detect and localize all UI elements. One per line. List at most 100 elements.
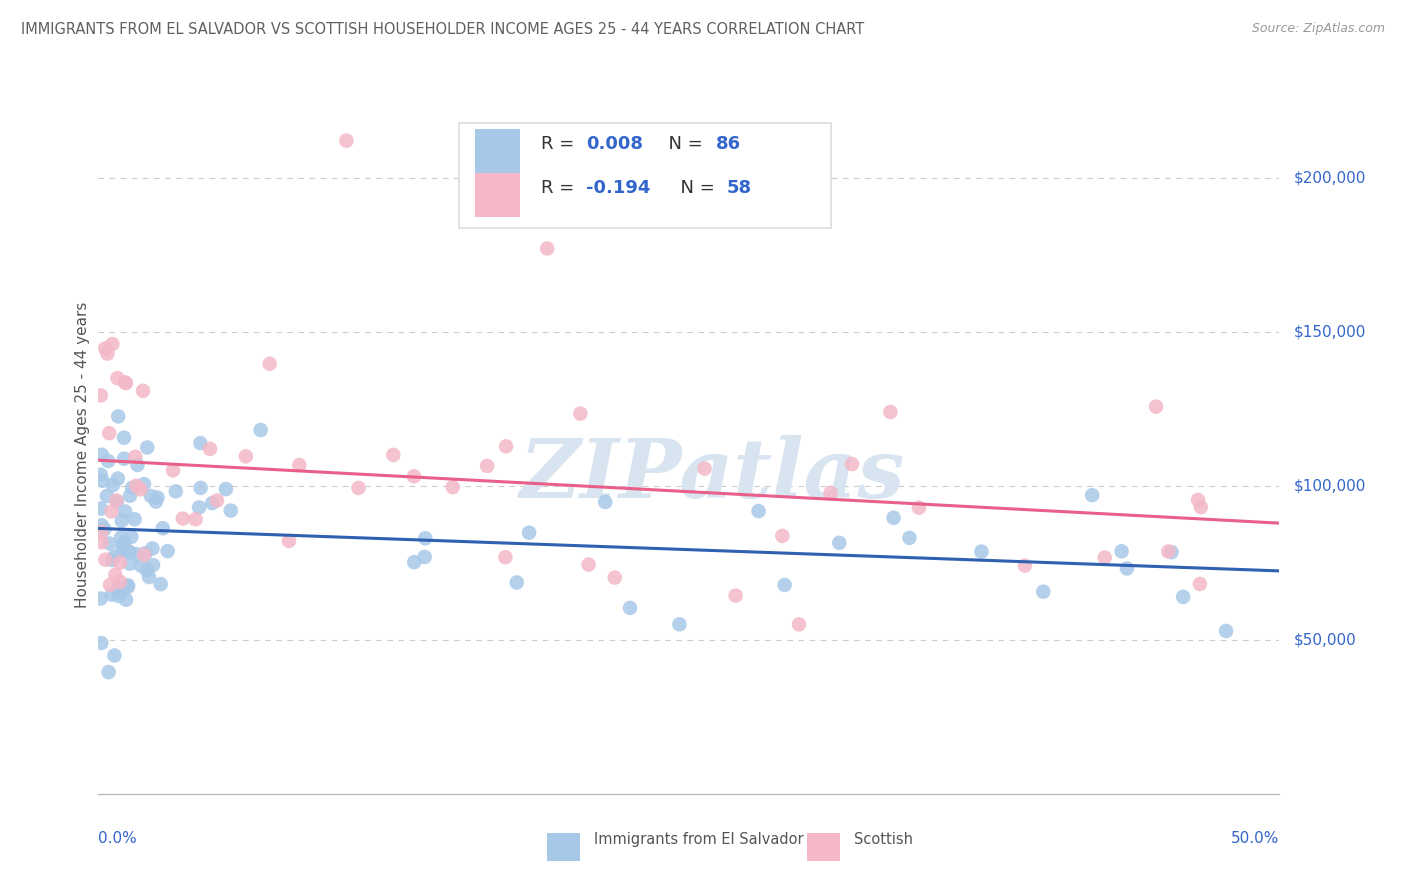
Point (149, 577, 172, 591)
Point (127, 458, 149, 472)
Point (619, 601, 641, 615)
Point (146, 491, 169, 505)
Point (536, 242, 558, 256)
Point (198, 442, 221, 456)
Point (188, 500, 211, 515)
FancyBboxPatch shape (458, 123, 831, 227)
Point (219, 503, 242, 517)
Point (1215, 624, 1237, 638)
Text: 0.008: 0.008 (586, 135, 643, 153)
Point (441, 480, 464, 494)
Point (828, 536, 851, 550)
Point (165, 484, 187, 499)
Point (1094, 550, 1116, 565)
Text: 0.0%: 0.0% (98, 831, 138, 847)
FancyBboxPatch shape (807, 832, 841, 861)
Point (90, 448, 112, 462)
Point (105, 494, 128, 508)
Point (97, 454, 120, 468)
Point (96, 489, 118, 503)
Point (114, 535, 136, 549)
Point (402, 469, 425, 483)
Point (108, 556, 131, 570)
Point (117, 580, 139, 594)
Text: 86: 86 (716, 135, 741, 153)
Point (93, 522, 115, 536)
Point (112, 431, 135, 445)
Point (152, 521, 174, 535)
Point (668, 617, 690, 632)
Text: 58: 58 (727, 179, 752, 197)
Point (90, 501, 112, 516)
Point (124, 450, 146, 464)
Point (107, 371, 129, 385)
Point (235, 450, 257, 464)
Text: N =: N = (669, 179, 720, 197)
Point (132, 548, 155, 562)
Text: $150,000: $150,000 (1294, 324, 1367, 339)
Point (201, 496, 224, 510)
Point (100, 504, 122, 518)
Point (121, 481, 143, 495)
Point (1032, 584, 1054, 599)
Point (413, 549, 436, 564)
Point (98, 426, 121, 441)
Point (94, 342, 117, 356)
Point (288, 458, 311, 472)
Text: Source: ZipAtlas.com: Source: ZipAtlas.com (1251, 22, 1385, 36)
Text: $50,000: $50,000 (1294, 632, 1357, 648)
Point (98, 578, 121, 592)
Point (1111, 544, 1133, 558)
Point (335, 134, 357, 148)
Point (205, 493, 228, 508)
Point (114, 504, 136, 518)
Point (132, 384, 155, 398)
Point (90, 467, 112, 482)
Point (898, 531, 921, 545)
FancyBboxPatch shape (547, 832, 581, 861)
Point (693, 461, 716, 475)
Point (107, 472, 129, 486)
Point (105, 493, 128, 508)
Point (101, 337, 124, 351)
Point (115, 544, 138, 558)
Point (145, 494, 167, 508)
Point (1014, 558, 1036, 573)
Text: ZIPatlas: ZIPatlas (520, 435, 905, 516)
Point (136, 441, 159, 455)
Point (111, 514, 134, 528)
Text: Scottish: Scottish (855, 832, 914, 847)
Point (259, 357, 281, 371)
Point (970, 544, 993, 558)
Point (787, 617, 810, 632)
Point (908, 500, 931, 515)
Point (879, 405, 901, 419)
Point (90, 535, 112, 549)
Point (517, 525, 540, 540)
Point (278, 533, 301, 548)
Point (475, 458, 498, 473)
Point (101, 553, 124, 567)
Text: N =: N = (657, 135, 709, 153)
Point (117, 578, 139, 592)
Point (382, 448, 405, 462)
Text: $200,000: $200,000 (1294, 170, 1367, 185)
Point (139, 489, 162, 503)
Point (108, 589, 131, 603)
Point (249, 423, 271, 437)
Point (103, 549, 125, 564)
Point (114, 376, 136, 390)
Point (1188, 577, 1211, 591)
Point (138, 570, 160, 584)
Point (770, 529, 793, 543)
Point (101, 478, 124, 492)
Point (90, 388, 112, 402)
Text: R =: R = (541, 179, 581, 197)
Point (107, 409, 129, 424)
Point (94, 552, 117, 566)
Point (100, 588, 122, 602)
Point (347, 481, 370, 495)
Point (820, 486, 842, 500)
Point (115, 376, 138, 390)
Point (883, 511, 905, 525)
